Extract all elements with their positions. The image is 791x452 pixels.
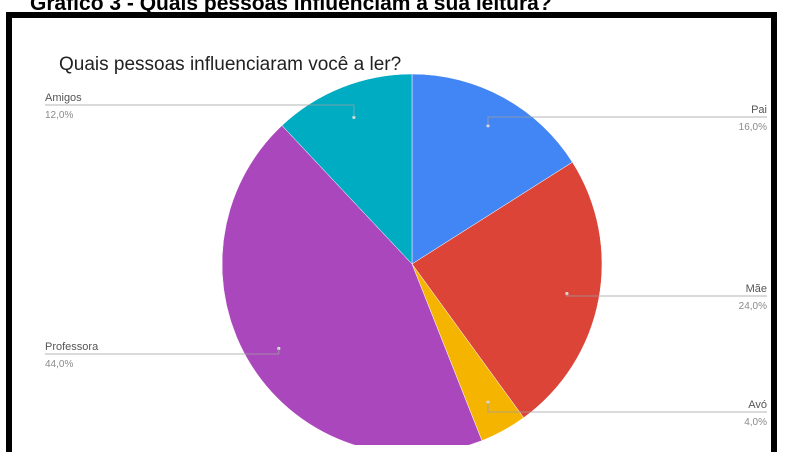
slice-label-pai: Pai <box>751 104 767 116</box>
slice-percent-mae: 24,0% <box>739 301 767 312</box>
document-caption: Gráfico 3 - Quais pessoas influenciam a … <box>30 0 552 15</box>
slice-percent-avo: 4,0% <box>744 417 767 428</box>
pie-slice-pai <box>411 73 573 265</box>
leader-line-avo <box>487 402 767 413</box>
pie-slice-professora <box>221 125 483 445</box>
leader-line-professora <box>45 348 280 355</box>
slice-percent-amigos: 12,0% <box>45 110 73 121</box>
leader-line-amigos <box>45 104 355 118</box>
pie-slices <box>221 73 603 445</box>
pie-slice-mae <box>411 161 603 419</box>
slice-percent-pai: 16,0% <box>739 122 767 133</box>
slice-percent-professora: 44,0% <box>45 359 73 370</box>
slice-label-amigos: Amigos <box>45 92 82 104</box>
leader-line-mae <box>566 293 767 297</box>
chart-title: Quais pessoas influenciaram você a ler? <box>59 54 402 75</box>
leader-line-pai <box>487 116 767 126</box>
pie-slice-amigos <box>281 73 413 265</box>
slice-label-avo: Avó <box>748 399 767 411</box>
pie-labels: Pai 16,0% Mãe 24,0% Avó 4,0% Professora 44,0% Am… <box>45 92 767 428</box>
slice-label-professora: Professora <box>45 341 99 353</box>
slice-label-mae: Mãe <box>746 283 767 295</box>
